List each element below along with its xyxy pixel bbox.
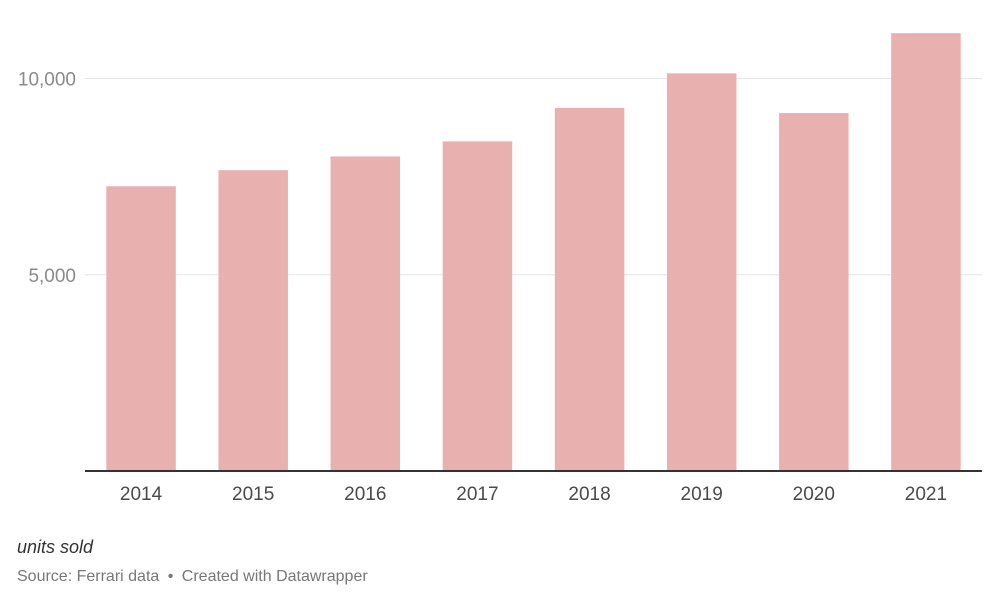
source-label: Source: Ferrari data bbox=[17, 568, 160, 585]
chart-area: 5,000 10,000 2014 2015 2016 2017 2018 2019 2020 2… bbox=[18, 33, 982, 505]
x-tick-label: 2015 bbox=[232, 484, 274, 505]
y-tick-label: 5,000 bbox=[28, 266, 76, 287]
bar-2021 bbox=[891, 33, 961, 471]
bar-2016 bbox=[330, 156, 401, 471]
bar-2015 bbox=[218, 170, 288, 472]
bar-chart: 5,000 10,000 2014 2015 2016 2017 2018 2019 2020 2… bbox=[18, 33, 982, 505]
chart-notes: units sold bbox=[17, 537, 94, 557]
x-tick-label: 2019 bbox=[681, 484, 723, 505]
bar-2018 bbox=[554, 107, 625, 471]
bar-2014 bbox=[106, 186, 176, 471]
source-credit: Created with Datawrapper bbox=[181, 568, 368, 585]
x-tick-label: 2014 bbox=[120, 484, 163, 505]
chart-source: Source: Ferrari data • Created with Data… bbox=[17, 568, 368, 586]
x-tick-label: 2021 bbox=[905, 484, 947, 505]
x-tick-label: 2017 bbox=[456, 484, 498, 505]
x-tick-label: 2016 bbox=[344, 484, 386, 505]
y-tick-label: 10,000 bbox=[18, 70, 76, 91]
x-tick-label: 2020 bbox=[793, 484, 835, 505]
bar-2019 bbox=[666, 73, 737, 472]
bar-2020 bbox=[779, 113, 849, 471]
x-tick-label: 2018 bbox=[568, 484, 610, 505]
axes: 5,000 10,000 2014 2015 2016 2017 2018 2019 2020 2… bbox=[18, 70, 982, 505]
bars bbox=[106, 33, 961, 472]
source-separator: • bbox=[167, 568, 174, 585]
bar-2017 bbox=[442, 141, 513, 472]
